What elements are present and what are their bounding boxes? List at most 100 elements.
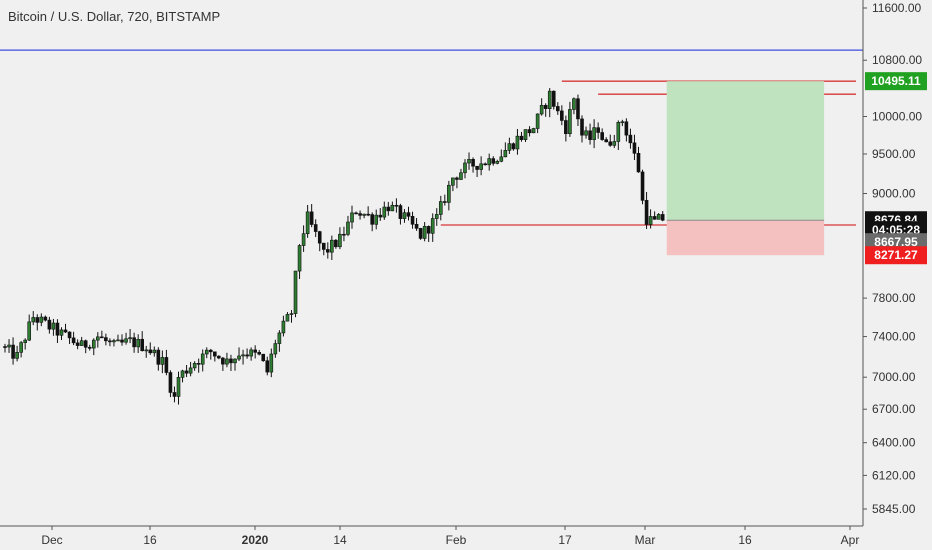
candle-body bbox=[301, 233, 306, 246]
candle bbox=[430, 213, 435, 242]
x-tick-label: 16 bbox=[143, 533, 157, 547]
candle-body bbox=[572, 98, 576, 110]
candle-body bbox=[410, 216, 415, 225]
candle bbox=[426, 225, 431, 242]
candle bbox=[112, 338, 116, 347]
y-tick-label: 6120.00 bbox=[872, 468, 916, 482]
candle bbox=[374, 209, 379, 230]
profit-zone[interactable] bbox=[666, 81, 825, 221]
candle bbox=[309, 204, 314, 228]
candle-body bbox=[592, 127, 596, 140]
candle bbox=[59, 327, 64, 340]
candle bbox=[350, 205, 354, 229]
candle bbox=[63, 323, 68, 334]
candle bbox=[555, 102, 560, 115]
candle bbox=[644, 191, 649, 229]
candle bbox=[459, 168, 463, 180]
candle-body bbox=[15, 352, 19, 359]
candle-body bbox=[273, 343, 278, 355]
candle bbox=[612, 134, 617, 148]
y-tick-label: 9000.00 bbox=[872, 186, 916, 200]
candle bbox=[245, 348, 249, 359]
candle-body bbox=[354, 212, 358, 215]
candle bbox=[168, 370, 173, 398]
candle-body bbox=[451, 177, 455, 186]
candle bbox=[652, 211, 657, 220]
candle-body bbox=[374, 214, 379, 225]
candle-body bbox=[539, 104, 544, 115]
candle bbox=[192, 361, 197, 371]
stop-zone[interactable] bbox=[666, 220, 825, 256]
candle-body bbox=[632, 142, 637, 154]
candle-body bbox=[168, 372, 173, 393]
candle bbox=[378, 208, 383, 221]
candle-body bbox=[39, 316, 44, 323]
candle-body bbox=[511, 143, 516, 150]
candle bbox=[204, 347, 209, 359]
y-tick-label: 7800.00 bbox=[872, 291, 916, 305]
candle-body bbox=[233, 358, 237, 364]
candle bbox=[83, 339, 88, 354]
candle-body bbox=[438, 201, 443, 215]
candle-body bbox=[257, 352, 262, 355]
candle bbox=[515, 129, 520, 155]
candle-body bbox=[213, 351, 217, 357]
candle bbox=[35, 314, 40, 331]
candle-body bbox=[160, 357, 165, 365]
candle-body bbox=[23, 339, 27, 343]
candle bbox=[628, 128, 633, 149]
candle bbox=[386, 201, 391, 216]
candle-body bbox=[19, 342, 23, 353]
y-tick-label: 6700.00 bbox=[872, 402, 916, 416]
candle bbox=[120, 334, 124, 346]
candle-body bbox=[148, 349, 153, 354]
candle-body bbox=[338, 233, 342, 248]
candle bbox=[467, 152, 471, 170]
candle bbox=[560, 105, 564, 126]
candle bbox=[108, 338, 112, 347]
candle bbox=[382, 201, 387, 220]
candle-body bbox=[600, 132, 604, 140]
candle bbox=[616, 120, 621, 150]
candle-body bbox=[620, 121, 625, 124]
candle-body bbox=[483, 163, 487, 166]
candle bbox=[596, 122, 600, 139]
position-tool[interactable] bbox=[666, 81, 825, 256]
candle bbox=[47, 316, 52, 334]
candle-body bbox=[313, 224, 318, 232]
x-tick-label: 16 bbox=[738, 533, 752, 547]
candle-body bbox=[447, 184, 451, 203]
y-tick-label: 7000.00 bbox=[872, 370, 916, 384]
candle-body bbox=[249, 349, 253, 357]
candle-body bbox=[87, 346, 92, 349]
candle-body bbox=[35, 317, 40, 323]
candle bbox=[249, 347, 253, 361]
candle bbox=[11, 337, 15, 365]
candle-body bbox=[217, 355, 221, 359]
candle bbox=[23, 338, 27, 350]
candle-body bbox=[277, 332, 282, 344]
candle-body bbox=[568, 109, 572, 135]
candle-body bbox=[455, 177, 459, 180]
candle bbox=[229, 354, 233, 372]
candle bbox=[455, 176, 459, 189]
candle bbox=[297, 244, 302, 279]
candle bbox=[648, 209, 653, 229]
candle bbox=[253, 345, 257, 359]
candle bbox=[495, 159, 500, 165]
candle bbox=[568, 101, 572, 137]
candle bbox=[394, 198, 399, 213]
candle bbox=[301, 225, 306, 252]
candle-body bbox=[342, 233, 346, 236]
candle-body bbox=[325, 249, 330, 253]
candle-body bbox=[108, 340, 112, 343]
candle bbox=[390, 201, 395, 212]
price-tag-label: 8667.95 bbox=[874, 235, 918, 249]
candle bbox=[362, 213, 366, 219]
x-tick-label: Mar bbox=[635, 533, 656, 547]
candle bbox=[261, 353, 266, 362]
candle-body bbox=[91, 339, 96, 349]
candle-body bbox=[293, 270, 298, 314]
candle bbox=[527, 126, 532, 137]
